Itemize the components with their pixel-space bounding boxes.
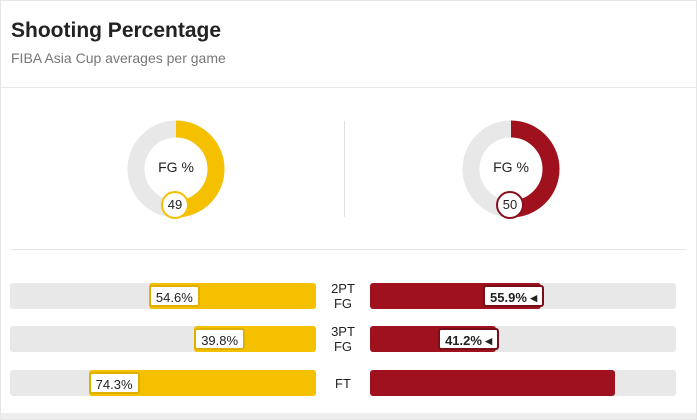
team1-bar-track: 54.6% <box>10 283 316 309</box>
divider <box>11 249 686 250</box>
team1-bar-track: 74.3% <box>10 370 316 396</box>
team2-fg-donut: FG % 50 <box>461 119 561 219</box>
category-label: 2PT FG <box>331 281 355 311</box>
donut-value: 49 <box>161 191 189 219</box>
donut-arc <box>127 120 225 218</box>
vertical-divider <box>344 121 345 217</box>
team2-bar-track <box>370 370 676 396</box>
bar-value-label: 54.6% <box>148 285 200 307</box>
category-label: 3PT FG <box>331 324 355 354</box>
team1-bar-track: 39.8% <box>10 326 316 352</box>
donut-value: 50 <box>496 191 524 219</box>
footer-strip <box>1 413 696 419</box>
divider <box>1 87 696 88</box>
team1-fg-donut: FG % 49 <box>126 119 226 219</box>
team2-bar-fill <box>370 370 615 396</box>
donut-label: FG % <box>158 159 194 175</box>
bar-value-label: 39.8% <box>194 328 246 350</box>
category-label: FT <box>335 375 351 391</box>
card-title: Shooting Percentage <box>11 19 222 42</box>
donut-label: FG % <box>493 159 529 175</box>
team2-bar-track: 41.2% ◂ <box>370 326 676 352</box>
card-subtitle: FIBA Asia Cup averages per game <box>11 50 226 66</box>
bar-value-label: 41.2% ◂ <box>438 328 500 350</box>
bar-value-label: 74.3% <box>88 372 140 394</box>
team2-bar-track: 55.9% ◂ <box>370 283 676 309</box>
bar-value-label: 55.9% ◂ <box>483 285 545 307</box>
